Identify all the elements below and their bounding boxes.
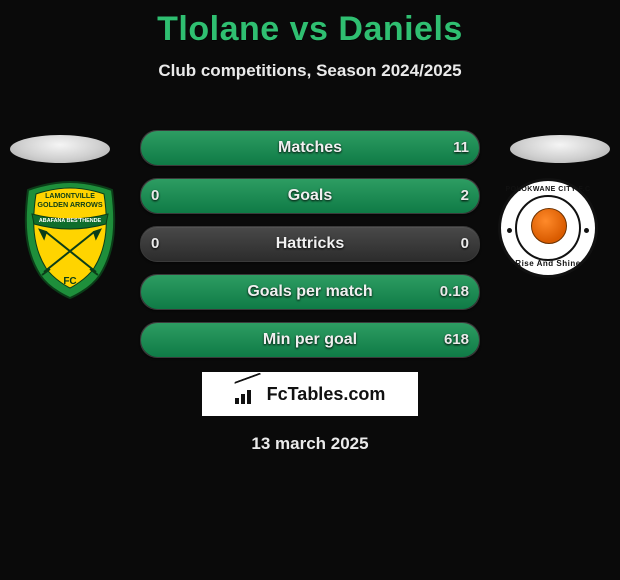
stat-value-right: 11 (453, 131, 469, 165)
brand-chart-icon (235, 384, 261, 404)
stat-value-left: 0 (151, 227, 159, 261)
stat-row: Matches 11 (140, 130, 480, 166)
badge-left-top-text: LAMONTVILLE (45, 193, 95, 200)
badge-left-fc-text: FC (63, 276, 76, 287)
badge-left-banner-text: ABAFANA BES'THENDE (39, 218, 102, 224)
brand-text: FcTables.com (267, 384, 386, 405)
club-shield-icon: LAMONTVILLE GOLDEN ARROWS ABAFANA BES'TH… (20, 180, 120, 300)
stat-row: Goals per match 0.18 (140, 274, 480, 310)
stat-value-right: 618 (444, 323, 469, 357)
stat-label: Goals per match (247, 283, 372, 301)
badge-right-bottom-text: Rise And Shine (501, 259, 595, 268)
club-badge-left: LAMONTVILLE GOLDEN ARROWS ABAFANA BES'TH… (18, 180, 122, 305)
stat-label: Hattricks (276, 235, 344, 253)
stat-row: Goals 0 2 (140, 178, 480, 214)
stat-label: Goals (288, 187, 332, 205)
badge-right-center-icon (531, 208, 567, 244)
subtitle: Club competitions, Season 2024/2025 (0, 61, 620, 81)
club-badge-right: POLOKWANE CITY F.C Rise And Shine (498, 178, 602, 282)
badge-right-top-text: POLOKWANE CITY F.C (501, 186, 595, 193)
player-left-avatar-placeholder (10, 135, 110, 163)
stat-row: Hattricks 0 0 (140, 226, 480, 262)
stat-label: Min per goal (263, 331, 357, 349)
brand-box: FcTables.com (202, 372, 418, 416)
player-right-avatar-placeholder (510, 135, 610, 163)
stat-label: Matches (278, 139, 342, 157)
stat-value-right: 0.18 (440, 275, 469, 309)
stats-list: Matches 11 Goals 0 2 Hattricks 0 0 Goals per mat… (140, 130, 480, 370)
stat-value-left: 0 (151, 179, 159, 213)
stat-value-right: 0 (461, 227, 469, 261)
stat-row: Min per goal 618 (140, 322, 480, 358)
badge-left-mid-text: GOLDEN ARROWS (37, 200, 102, 209)
comparison-card: Tlolane vs Daniels Club competitions, Se… (0, 10, 620, 580)
date-text: 13 march 2025 (0, 434, 620, 454)
page-title: Tlolane vs Daniels (0, 10, 620, 49)
stat-value-right: 2 (461, 179, 469, 213)
club-circle-icon: POLOKWANE CITY F.C Rise And Shine (498, 178, 598, 278)
